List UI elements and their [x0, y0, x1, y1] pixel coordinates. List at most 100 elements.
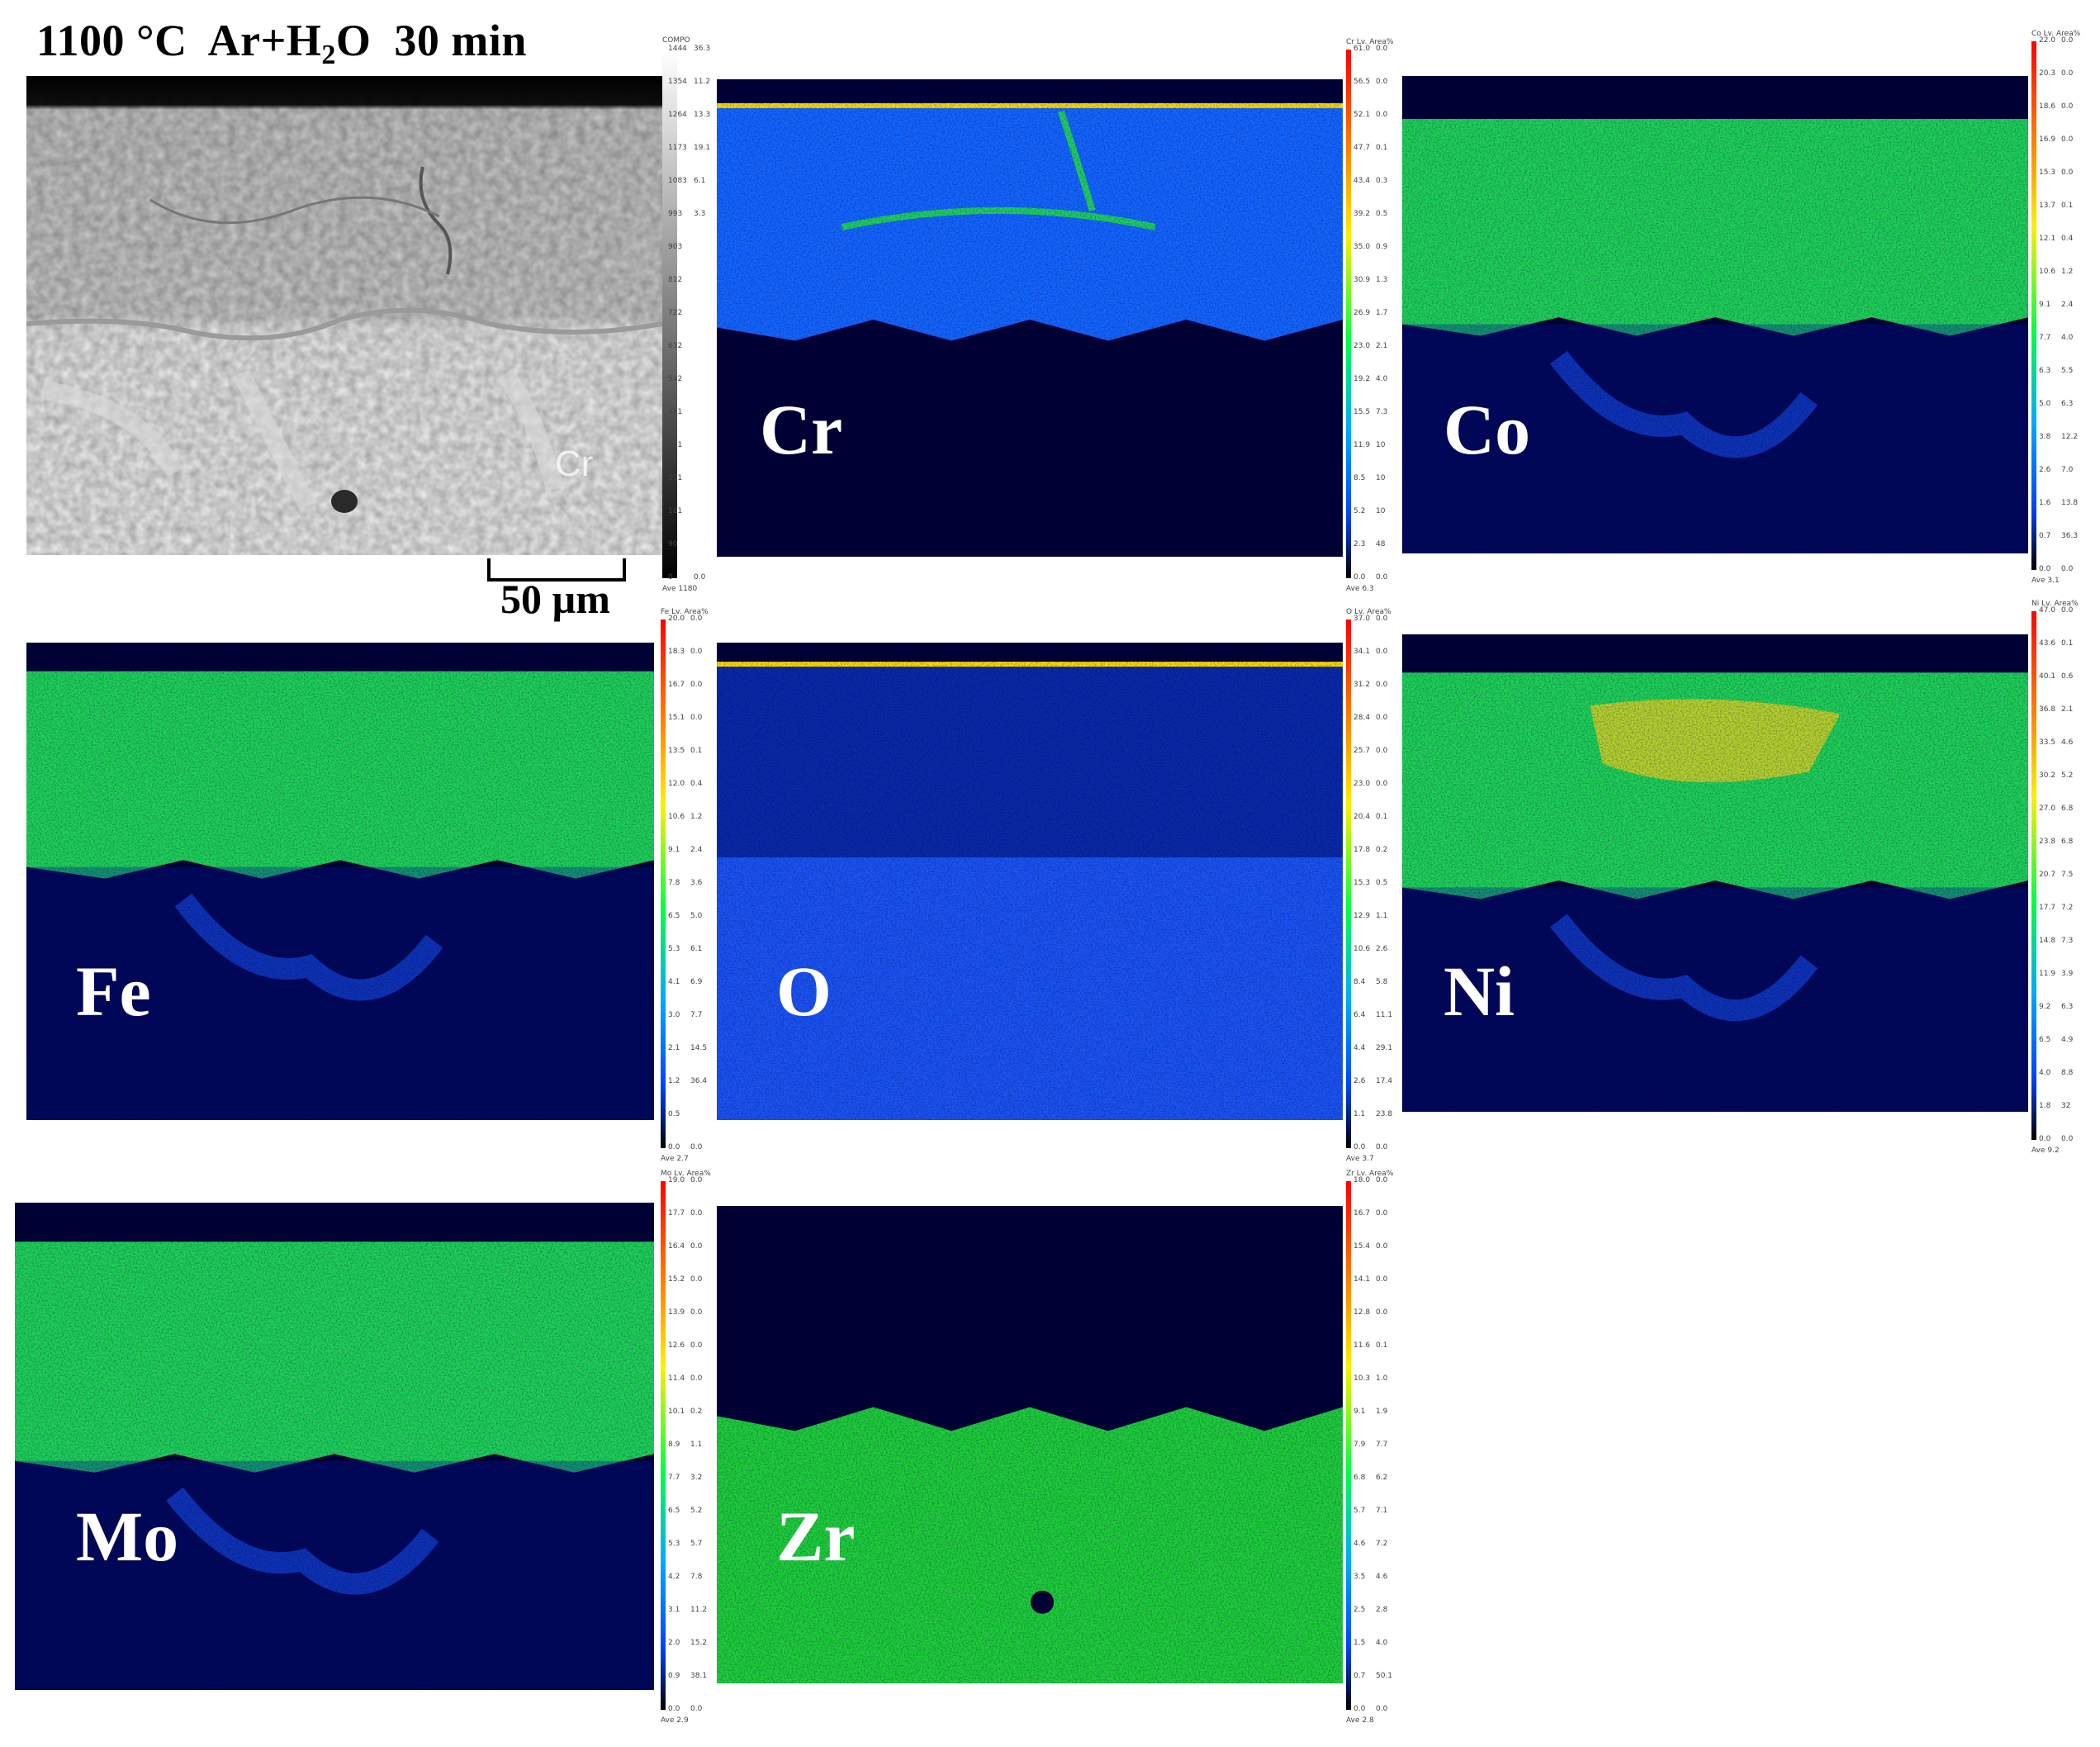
scale-tick-label: 18.6	[2039, 102, 2056, 111]
scale-tick-label: 18.3	[668, 648, 685, 656]
scale-tick-label: 56.5	[1353, 78, 1371, 86]
sem-scale-head: COMPO	[662, 36, 690, 45]
element-label-o: O	[776, 952, 832, 1031]
scale-tick-label: 7.9	[1353, 1441, 1366, 1449]
scale-tick-label: 6.2	[1376, 1474, 1388, 1482]
scale-tick-label: 12.1	[2039, 235, 2056, 243]
scale-tick-label: 90	[668, 540, 678, 548]
scale-tick-label: 5.2	[2061, 771, 2074, 780]
scale-tick-label: 40.1	[2039, 672, 2056, 681]
scale-tick-label: 15.5	[1353, 408, 1371, 416]
scale-tick-label: 4.1	[668, 978, 680, 986]
scale-tick-label: 0.1	[1376, 144, 1388, 152]
scale-tick-label: 0.0	[1376, 1705, 1388, 1713]
scale-tick-label: 1.1	[1353, 1110, 1366, 1118]
map-image-fe	[26, 643, 654, 1120]
title-time: 30 min	[394, 16, 527, 65]
scale-tick-label: 7.7	[2039, 334, 2051, 342]
scale-tick-label: 2.1	[2061, 705, 2074, 714]
scale-tick-label: 2.4	[2061, 301, 2074, 309]
title-temperature: 1100 °C	[36, 16, 187, 65]
scale-tick-label: 4.0	[2039, 1069, 2051, 1077]
map-scale-head-ni: Ni Lv. Area%	[2031, 600, 2079, 608]
scale-tick-label: 0.0	[1353, 1705, 1366, 1713]
scale-tick-label: 1264	[668, 111, 687, 119]
scale-tick-label: 0.0	[690, 714, 703, 722]
scale-tick-label: 5.8	[1376, 978, 1388, 986]
scale-tick-label: 10	[1376, 507, 1386, 515]
scale-tick-label: 181	[668, 507, 683, 515]
scale-tick-label: 271	[668, 474, 683, 482]
map-scale-head-zr: Zr Lv. Area%	[1346, 1170, 1394, 1178]
scale-tick-label: 15.1	[668, 714, 685, 722]
scale-tick-label: 0.5	[1376, 210, 1388, 218]
map-panel-mo	[15, 1203, 654, 1690]
scale-tick-label: 4.4	[1353, 1044, 1366, 1052]
scale-tick-label: 17.4	[1376, 1077, 1393, 1085]
scale-tick-label: 632	[668, 342, 683, 350]
scale-tick-label: 0.0	[1376, 615, 1388, 623]
map-scale-head-mo: Mo Lv. Area%	[661, 1170, 711, 1178]
scale-tick-label: 0.0	[668, 1705, 680, 1713]
scale-tick-label: 0.0	[1376, 780, 1388, 788]
sem-overlay-text: Cr	[555, 444, 594, 484]
scale-tick-label: 7.8	[690, 1573, 703, 1581]
scale-tick-label: 1.1	[1376, 912, 1388, 920]
scale-tick-label: 15.2	[690, 1639, 708, 1647]
element-label-ni: Ni	[1443, 952, 1515, 1031]
scale-tick-label: 6.3	[2039, 367, 2051, 375]
scale-tick-label: 25.7	[1353, 747, 1371, 755]
scale-tick-label: 0.0	[2061, 69, 2074, 78]
map-scale-footer-mo: Ave 2.9	[661, 1716, 689, 1725]
scale-tick-label: 0.0	[1376, 1176, 1388, 1184]
scale-tick-label: 26.9	[1353, 309, 1371, 317]
title-atmosphere-suffix: O	[335, 16, 372, 65]
scale-tick-label: 722	[668, 309, 683, 317]
scale-tick-label: 2.5	[1353, 1606, 1366, 1614]
scale-tick-label: 0.0	[690, 1143, 703, 1151]
title-atmosphere-subscript: 2	[321, 40, 336, 70]
scale-tick-label: 6.8	[1353, 1474, 1366, 1482]
scale-tick-label: 16.9	[2039, 135, 2056, 144]
scale-tick-label: 5.3	[668, 945, 680, 953]
scale-tick-label: 4.9	[2061, 1036, 2074, 1044]
scale-tick-label: 5.7	[690, 1540, 703, 1548]
scale-tick-label: 1.2	[2061, 268, 2074, 276]
scale-tick-label: 0.9	[1376, 243, 1388, 251]
scale-tick-label: 7.2	[1376, 1540, 1388, 1548]
scale-tick-label: 36.3	[694, 45, 711, 53]
map-scale-head-o: O Lv. Area%	[1346, 608, 1391, 616]
scale-tick-label: 10	[1376, 441, 1386, 449]
scale-tick-label: 4.6	[2061, 738, 2074, 747]
map-scale-footer-co: Ave 3.1	[2031, 577, 2060, 585]
scale-tick-label: 5.2	[690, 1507, 703, 1515]
scale-tick-label: 1.8	[2039, 1102, 2051, 1110]
scale-tick-label: 20.7	[2039, 871, 2056, 879]
map-image-o	[717, 643, 1343, 1120]
scale-tick-label: 0.0	[690, 1308, 703, 1317]
element-label-mo: Mo	[76, 1497, 179, 1576]
title-atmosphere: Ar+H	[207, 16, 322, 65]
scale-tick-label: 11.6	[1353, 1341, 1371, 1350]
scale-tick-label: 38.1	[690, 1672, 708, 1680]
figure-title: 1100 °C Ar+H2O 30 min	[36, 15, 527, 71]
scale-tick-label: 3.6	[690, 879, 703, 887]
map-panel-zr	[717, 1206, 1343, 1683]
scale-tick-label: 2.0	[668, 1639, 680, 1647]
scale-tick-label: 10.6	[1353, 945, 1371, 953]
sem-scale-bar	[662, 50, 677, 578]
scale-tick-label: 4.6	[1376, 1573, 1388, 1581]
map-scale-bar-fe	[661, 620, 666, 1148]
scale-tick-label: 16.7	[668, 681, 685, 689]
scale-tick-label: 0.0	[690, 681, 703, 689]
scale-tick-label: 0.1	[1376, 1341, 1388, 1350]
scale-tick-label: 14.5	[690, 1044, 708, 1052]
scale-tick-label: 1.2	[690, 813, 703, 821]
scale-tick-label: 1.1	[690, 1441, 703, 1449]
map-scale-head-co: Co Lv. Area%	[2031, 30, 2081, 38]
scale-tick-label: 36.4	[690, 1077, 708, 1085]
scale-tick-label: 8.9	[668, 1441, 680, 1449]
scale-tick-label: 32	[2061, 1102, 2071, 1110]
element-label-co: Co	[1443, 390, 1531, 469]
scale-tick-label: 0.2	[690, 1408, 703, 1416]
